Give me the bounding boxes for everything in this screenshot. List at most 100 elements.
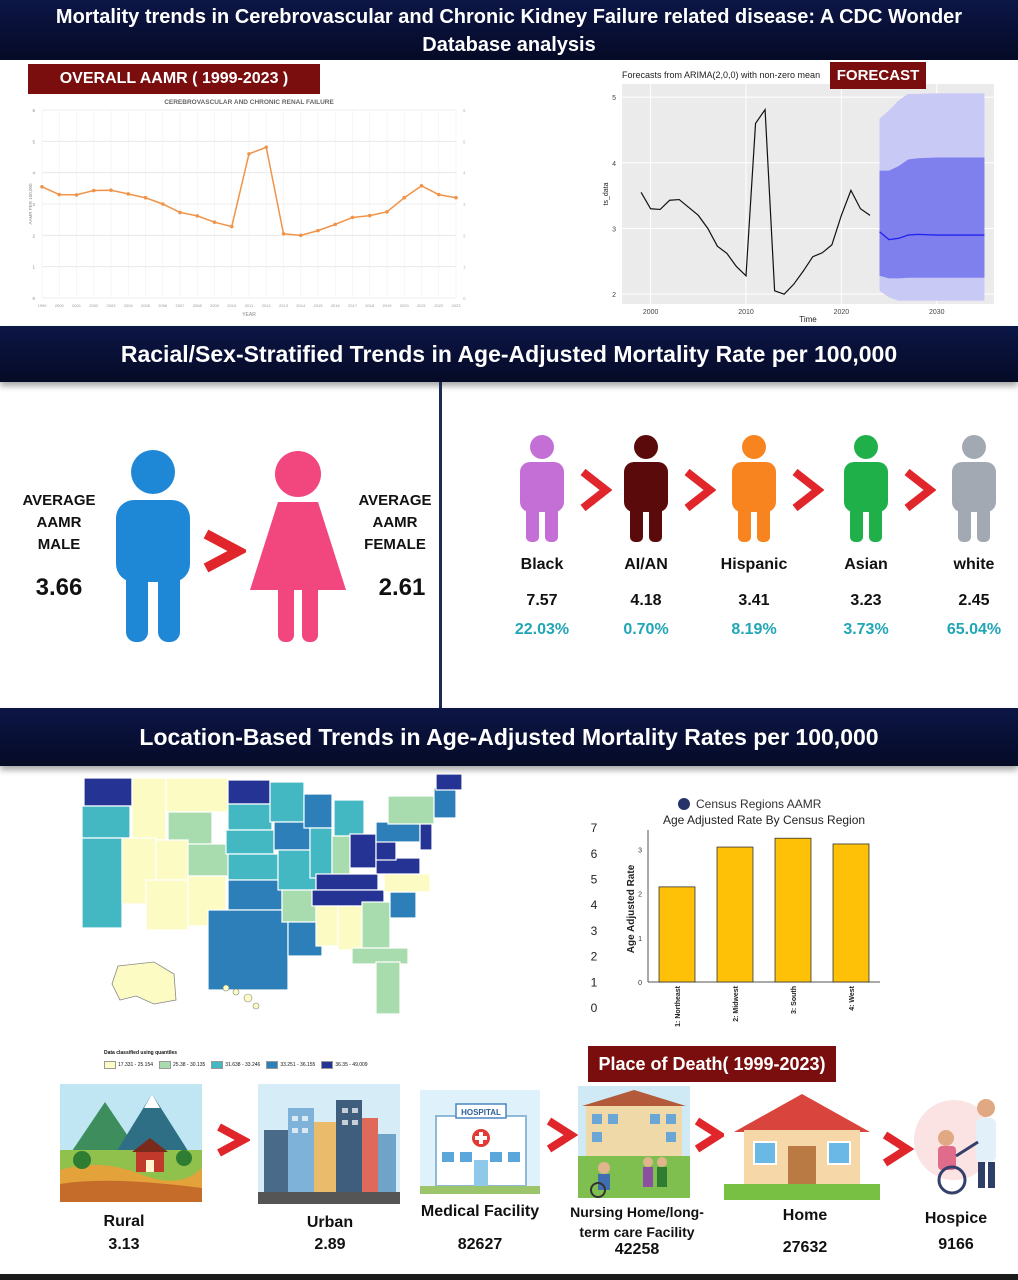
forecast-history-line xyxy=(640,107,871,295)
race-greater-than-icon xyxy=(904,468,936,512)
race-name: Hispanic xyxy=(720,556,788,573)
map-state-al xyxy=(337,905,363,951)
place-of-death-name: Nursing Home/long-term care Facility xyxy=(570,1204,704,1240)
overall-y-tick-right: 5 xyxy=(463,139,466,144)
map-legend-label: 31.638 - 33.246 xyxy=(225,1062,261,1068)
map-state-ca xyxy=(81,837,123,929)
overall-x-tick: 2016 xyxy=(331,303,341,308)
overall-x-tick: 2023 xyxy=(452,303,462,308)
race-chevron-stroke xyxy=(684,468,716,512)
map-state-ga xyxy=(361,901,391,949)
us-choropleth-map xyxy=(81,774,463,1015)
location-title: Location-Based Trends in Age-Adjusted Mo… xyxy=(139,724,879,750)
map-state-ar xyxy=(281,889,317,923)
map-state-nc xyxy=(383,873,431,893)
race-chevron-stroke xyxy=(580,468,612,512)
overall-y-tick: 4 xyxy=(32,171,35,176)
overall-data-point xyxy=(40,184,44,189)
overall-x-tick: 2006 xyxy=(158,303,168,308)
overall-data-point xyxy=(195,214,200,218)
place-of-death-name: Hospice xyxy=(924,1210,988,1227)
region-category-label: 1: Northeast xyxy=(675,985,682,1027)
map-hawaii xyxy=(222,984,260,1010)
overall-data-point xyxy=(316,228,320,233)
overall-y-label: AAMR PER 100,000 xyxy=(28,183,33,225)
racial-sex-title: Racial/Sex-Stratified Trends in Age-Adju… xyxy=(120,341,898,367)
hospital-icon: HOSPITAL xyxy=(420,1090,540,1194)
map-state-mi xyxy=(333,799,365,837)
map-legend-label: 25.38 - 30.135 xyxy=(173,1062,206,1068)
female-figure-icon xyxy=(250,451,346,642)
race-figure-leg xyxy=(958,504,971,542)
region-bar xyxy=(774,837,812,983)
map-legend-swatch xyxy=(266,1061,279,1069)
overall-x-tick: 2019 xyxy=(383,303,393,308)
map-state-sd xyxy=(227,803,273,831)
census-region-chart: 0 1 2 3 4 5 6 7 Census Regions AAMR Age Adjusted … xyxy=(591,797,880,1027)
map-state-tx xyxy=(207,909,289,991)
footer-rule xyxy=(0,1274,1018,1280)
region-y-tick: 1 xyxy=(638,936,642,943)
section-divider xyxy=(439,382,442,708)
map-state-ne xyxy=(225,829,275,855)
region-outer-tick: 3 xyxy=(591,924,598,938)
overall-x-tick: 2014 xyxy=(296,303,306,308)
home-greater-than-icon xyxy=(882,1131,914,1167)
region-outer-tick: 4 xyxy=(591,898,598,912)
race-figure-icon xyxy=(520,435,564,542)
map-state-ok xyxy=(227,879,283,911)
race-aamr-value: 3.41 xyxy=(738,592,770,609)
home-icon xyxy=(724,1090,880,1200)
forecast-x-label: Time xyxy=(799,315,817,324)
map-legend-swatch xyxy=(211,1061,224,1069)
race-aamr-value: 2.45 xyxy=(958,592,990,609)
forecast-y-tick: 3 xyxy=(612,226,616,233)
overall-data-point xyxy=(419,184,424,188)
overall-x-tick: 2001 xyxy=(72,303,82,308)
map-state-ny xyxy=(387,795,435,825)
map-state-wy xyxy=(167,811,213,845)
forecast-y-label: ts_data xyxy=(603,182,610,205)
region-y-tick: 2 xyxy=(638,892,642,899)
race-percent: 0.70% xyxy=(623,621,669,638)
race-figure-head xyxy=(854,435,878,459)
forecast-x-tick: 2000 xyxy=(643,309,659,316)
region-y-tick: 3 xyxy=(638,847,642,854)
nursing-greater-than-icon xyxy=(694,1117,726,1153)
region-category-label: 4: West xyxy=(849,985,856,1010)
race-percent: 8.19% xyxy=(731,621,777,638)
map-legend-swatch xyxy=(159,1061,172,1069)
race-figure-leg xyxy=(630,504,643,542)
map-legend-item: 31.638 - 33.246 xyxy=(211,1061,260,1069)
map-state-fl-peninsula xyxy=(375,961,401,1015)
overall-chart-title: CEREBROVASCULAR AND CHRONIC RENAL FAILUR… xyxy=(164,99,334,106)
region-y-tick: 0 xyxy=(638,980,642,987)
greater-than-icon xyxy=(203,529,246,573)
race-figure-head xyxy=(634,435,658,459)
map-state-wa xyxy=(83,777,133,807)
place-of-death-name: Home xyxy=(782,1207,828,1224)
map-legend-swatch xyxy=(104,1061,116,1069)
rural-greater-than-icon xyxy=(217,1123,250,1157)
forecast-band-80 xyxy=(879,157,985,279)
overall-x-tick: 2020 xyxy=(400,303,410,308)
overall-x-label: YEAR xyxy=(242,312,256,318)
region-outer-tick: 1 xyxy=(591,975,598,989)
location-banner: Location-Based Trends in Age-Adjusted Mo… xyxy=(0,708,1018,766)
region-outer-tick: 5 xyxy=(591,873,598,887)
race-figure-icon xyxy=(732,435,776,542)
forecast-y-tick: 5 xyxy=(612,95,616,102)
overall-data-point xyxy=(143,195,148,200)
race-chevron-stroke xyxy=(904,468,936,512)
race-figure-leg xyxy=(649,504,662,542)
overall-y-tick: 1 xyxy=(32,265,35,270)
region-y-label: Age Adjusted Rate xyxy=(626,864,637,953)
map-legend-item: 17.331 - 25.154 xyxy=(104,1061,153,1069)
place-of-death-value: 9166 xyxy=(938,1236,974,1253)
main-title: Mortality trends in Cerebrovascular and … xyxy=(55,6,963,56)
overall-x-tick: 2018 xyxy=(365,303,375,308)
rural-landscape-icon xyxy=(60,1084,202,1202)
overall-y-tick-right: 1 xyxy=(463,265,466,270)
forecast-chart-title: Forecasts from ARIMA(2,0,0) with non-zer… xyxy=(622,70,820,80)
